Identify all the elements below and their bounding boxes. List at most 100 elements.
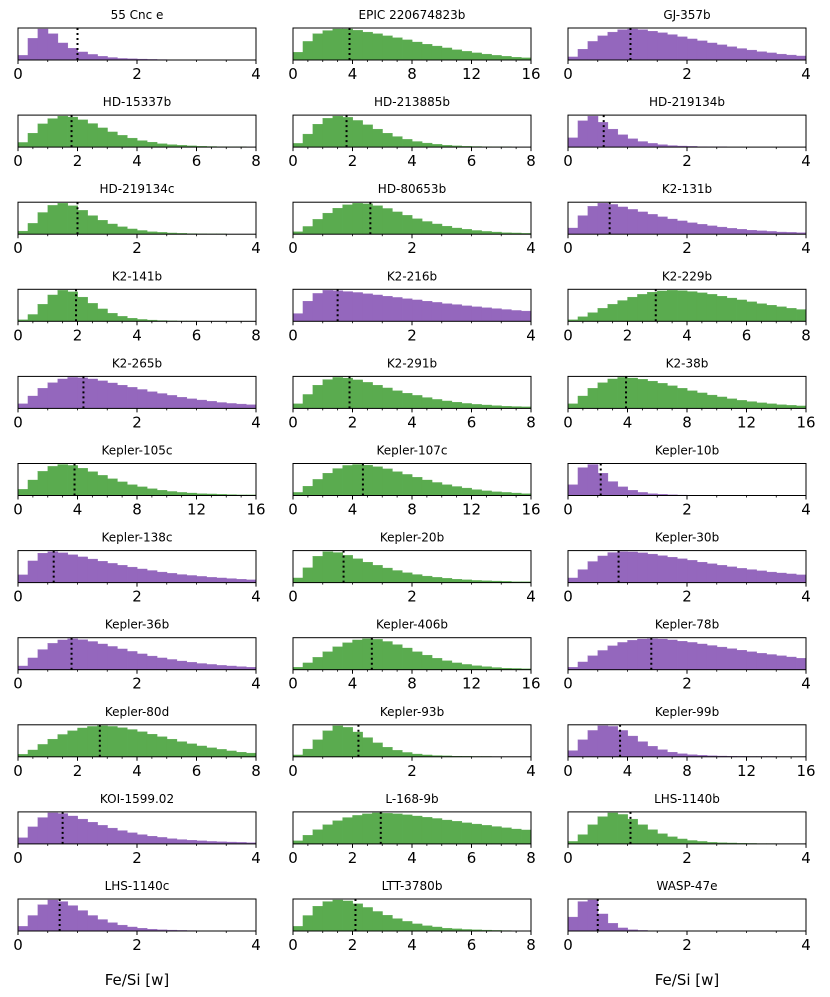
- histogram-bar: [117, 481, 128, 496]
- histogram-bar: [795, 658, 807, 670]
- histogram-bar: [47, 382, 59, 409]
- histogram-bar: [136, 230, 148, 235]
- histogram-bar: [67, 554, 78, 583]
- histogram-bar: [686, 642, 698, 670]
- histogram-bar: [401, 298, 413, 322]
- histogram-bar: [37, 212, 49, 235]
- x-tick-label: 16: [521, 501, 540, 519]
- x-tick-label: 0: [13, 65, 23, 83]
- histogram-bar: [226, 750, 237, 757]
- panels-container: 55 Cnc e 0 2 4 EPIC 220674823b 0 4 8 12 16 GJ-357b…: [13, 8, 815, 954]
- x-tick-label: 4: [526, 762, 536, 780]
- x-tick-label: 2: [682, 501, 692, 519]
- panel-wasp-47e: WASP-47e 0 2 4: [563, 879, 811, 954]
- histogram-bar: [206, 401, 217, 409]
- histogram-bar: [97, 308, 108, 322]
- histogram-bar: [401, 752, 413, 757]
- x-tick-label: 16: [521, 675, 540, 693]
- histogram-bar: [342, 900, 353, 932]
- histogram-bar: [332, 725, 344, 757]
- histogram-bar: [746, 49, 757, 61]
- x-tick-label: 0: [288, 65, 298, 83]
- histogram-bar: [342, 555, 353, 583]
- histogram-bar: [67, 638, 78, 670]
- x-tick-label: 4: [623, 762, 633, 780]
- histogram-bar: [67, 730, 78, 757]
- histogram-bar: [322, 290, 334, 322]
- panel-title: Kepler-138c: [102, 531, 173, 545]
- panel-k2-216b: K2-216b 0 2 4: [288, 269, 536, 344]
- histogram-bar: [47, 294, 59, 322]
- x-tick-label: 4: [801, 239, 811, 257]
- histogram-bar: [392, 644, 403, 670]
- histogram-bar: [726, 46, 738, 61]
- histogram-bar: [206, 577, 217, 583]
- panel-title: K2-265b: [112, 356, 162, 370]
- histogram-bar: [302, 662, 314, 670]
- x-tick-label: 12: [187, 501, 206, 519]
- x-tick-label: 16: [521, 65, 540, 83]
- histogram-bar: [392, 390, 403, 409]
- histogram-bar: [501, 827, 512, 845]
- histogram-bar: [676, 838, 688, 845]
- histogram-bar: [676, 290, 688, 322]
- histogram-bar: [236, 579, 247, 583]
- histogram-bar: [146, 734, 158, 757]
- histogram-bar: [322, 651, 334, 670]
- x-tick-label: 4: [682, 326, 692, 344]
- histogram-bar: [746, 230, 757, 235]
- histogram-bar: [27, 657, 39, 670]
- histogram-bar: [431, 482, 443, 496]
- histogram-bar: [617, 206, 628, 235]
- histogram-bar: [696, 40, 708, 61]
- histogram-bar: [577, 467, 589, 496]
- histogram-bar: [607, 378, 619, 409]
- x-tick-label: 2: [348, 413, 358, 431]
- panel-kepler-93b: Kepler-93b 0 2 4: [288, 705, 536, 780]
- histogram-bar: [322, 379, 334, 409]
- panel-kepler-78b: Kepler-78b 0 2 4: [563, 618, 811, 693]
- histogram-bar: [736, 229, 747, 235]
- histogram-bar: [686, 38, 698, 61]
- histogram-bar: [597, 725, 609, 757]
- histogram-bar: [776, 53, 787, 61]
- histogram-bar: [756, 303, 767, 322]
- histogram-bar: [352, 30, 363, 61]
- histogram-bar: [166, 395, 178, 409]
- histogram-bar: [156, 657, 168, 670]
- histogram-bar: [607, 812, 619, 845]
- histogram-bar: [352, 558, 363, 583]
- histogram-bar: [372, 128, 383, 148]
- histogram-bar: [657, 555, 668, 583]
- histogram-bar: [676, 36, 688, 61]
- histogram-bar: [392, 37, 403, 61]
- x-tick-label: 0: [288, 152, 298, 170]
- x-tick-label: 4: [801, 152, 811, 170]
- histogram-bar: [362, 293, 373, 322]
- histogram-bar: [245, 404, 257, 409]
- histogram-bar: [597, 913, 609, 932]
- histogram-bar: [567, 403, 579, 409]
- x-tick-label: 2: [407, 326, 417, 344]
- x-tick-label: 4: [348, 65, 358, 83]
- histogram-bar: [77, 818, 88, 845]
- histogram-bar: [322, 212, 334, 235]
- histogram-bar: [47, 643, 59, 670]
- histogram-bar: [431, 223, 443, 235]
- histogram-bar: [481, 490, 492, 496]
- histogram-bar: [577, 569, 589, 583]
- histogram-bar: [597, 382, 609, 409]
- x-tick-label: 6: [192, 152, 202, 170]
- histogram-bar: [706, 42, 718, 61]
- histogram-bar: [176, 741, 188, 757]
- histogram-bar: [302, 486, 314, 496]
- histogram-bar: [87, 123, 98, 148]
- histogram-bar: [657, 290, 668, 322]
- histogram-bar: [617, 642, 628, 670]
- histogram-bar: [57, 290, 69, 322]
- histogram-bar: [216, 749, 227, 757]
- histogram-bar: [411, 574, 423, 583]
- histogram-bar: [627, 818, 638, 845]
- x-tick-label: 0: [288, 326, 298, 344]
